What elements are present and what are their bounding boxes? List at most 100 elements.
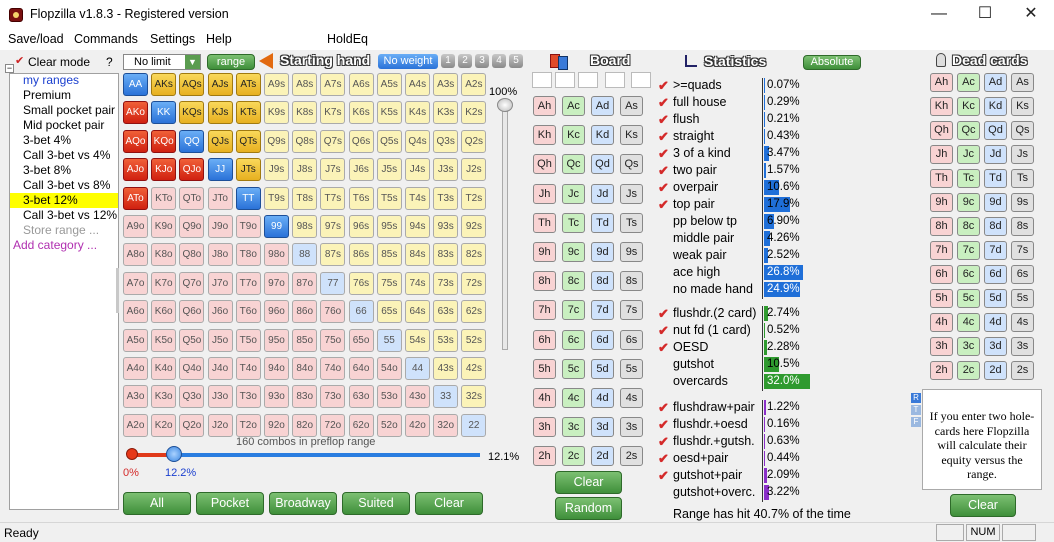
hand-cell[interactable]: T9o [235,215,261,238]
hand-cell[interactable]: T3o [235,385,261,409]
clear-range-button[interactable]: Clear [415,492,483,515]
dead-card-9d[interactable]: 9d [984,193,1007,212]
hand-cell[interactable]: 73s [433,271,459,295]
weight-button-3[interactable]: 3 [475,54,489,68]
board-slot[interactable] [631,72,651,88]
dead-card-6h[interactable]: 6h [930,265,953,284]
hand-cell[interactable]: KTs [235,101,261,125]
dead-card-8s[interactable]: 8s [1011,217,1034,236]
hand-cell[interactable]: T5s [376,186,402,210]
hand-cell[interactable]: T7o [235,271,261,295]
dead-card-2d[interactable]: 2d [984,361,1007,380]
hand-cell[interactable]: AKs [151,73,177,96]
board-card-4h[interactable]: 4h [533,388,556,408]
range-slider-thumb[interactable] [166,446,182,462]
dead-card-4s[interactable]: 4s [1011,313,1034,332]
hand-cell[interactable]: AQs [179,73,205,96]
hand-cell[interactable]: T6o [235,300,261,324]
dead-card-Qh[interactable]: Qh [930,121,953,140]
hand-cell[interactable]: AKo [123,101,148,125]
board-card-2c[interactable]: 2c [562,446,585,467]
hand-cell[interactable]: K2o [151,413,177,437]
hand-cell[interactable]: K3s [433,101,459,125]
range-slider-track[interactable] [128,453,480,457]
board-card-9d[interactable]: 9d [591,242,614,262]
hand-cell[interactable]: 95s [376,215,402,238]
hand-cell[interactable]: K5o [151,328,177,352]
board-card-Qh[interactable]: Qh [533,154,556,175]
board-card-Th[interactable]: Th [533,212,556,233]
hand-cell[interactable]: A5s [376,73,402,96]
hand-cell[interactable]: Q7o [179,271,205,295]
hand-cell[interactable]: JTo [207,186,233,210]
hand-cell[interactable]: K6o [151,300,177,324]
hand-cell[interactable]: A7o [123,271,148,295]
hand-cell[interactable]: 64s [405,300,430,324]
dead-card-4c[interactable]: 4c [957,313,980,332]
rtf-indicator-f[interactable]: F [911,417,921,427]
hand-cell[interactable]: QJo [179,158,205,182]
board-card-2h[interactable]: 2h [533,446,556,467]
board-card-6c[interactable]: 6c [562,329,585,350]
board-card-Ah[interactable]: Ah [533,96,556,116]
board-card-5h[interactable]: 5h [533,358,556,379]
board-card-4s[interactable]: 4s [620,388,643,408]
hand-cell[interactable]: K6s [348,101,374,125]
dead-card-Jd[interactable]: Jd [984,145,1007,164]
check-icon[interactable]: ✔ [658,323,669,338]
hand-cell[interactable]: 75o [320,328,346,352]
menu-commands[interactable]: Commands [74,32,138,46]
board-card-3s[interactable]: 3s [620,417,643,438]
hand-cell[interactable]: K9s [264,101,289,125]
board-card-9h[interactable]: 9h [533,242,556,262]
hand-cell[interactable]: JTs [235,158,261,182]
board-card-3d[interactable]: 3d [591,417,614,438]
dead-card-9s[interactable]: 9s [1011,193,1034,212]
board-card-4c[interactable]: 4c [562,388,585,408]
hand-cell[interactable]: A4s [405,73,430,96]
hand-cell[interactable]: A9o [123,215,148,238]
hand-cell[interactable]: 92s [461,215,487,238]
dead-card-6s[interactable]: 6s [1011,265,1034,284]
hand-cell[interactable]: Q8s [292,129,318,153]
hand-cell[interactable]: 85o [292,328,318,352]
board-card-7s[interactable]: 7s [620,300,643,321]
rtf-indicator-r[interactable]: R [911,393,921,403]
check-icon[interactable]: ✔ [658,112,669,127]
check-icon[interactable]: ✔ [658,78,669,93]
dead-card-7s[interactable]: 7s [1011,241,1034,260]
hand-cell[interactable]: T2o [235,413,261,437]
hand-cell[interactable]: AJo [123,158,148,182]
hand-cell[interactable]: A8s [292,73,318,96]
dead-card-5d[interactable]: 5d [984,289,1007,308]
board-card-Ac[interactable]: Ac [562,96,585,116]
board-card-Jh[interactable]: Jh [533,183,556,204]
hand-cell[interactable]: 95o [264,328,289,352]
hand-cell[interactable]: 62s [461,300,487,324]
hand-cell[interactable]: A2o [123,413,148,437]
hand-cell[interactable]: 82s [461,243,487,267]
dead-card-8d[interactable]: 8d [984,217,1007,236]
hand-cell[interactable]: J6s [348,158,374,182]
hand-cell[interactable]: QTs [235,129,261,153]
menu-help[interactable]: Help [206,32,232,46]
hand-cell[interactable]: AQo [123,129,148,153]
hand-cell[interactable]: 43s [433,357,459,380]
check-icon[interactable]: ✔ [658,434,669,449]
hand-cell[interactable]: 75s [376,271,402,295]
all-button[interactable]: All [123,492,191,515]
no-weight-button[interactable]: No weight [378,54,438,69]
dead-card-2h[interactable]: 2h [930,361,953,380]
board-card-Kd[interactable]: Kd [591,125,614,146]
hand-cell[interactable]: 93s [433,215,459,238]
collapse-icon[interactable]: − [5,63,14,73]
hand-cell[interactable]: 72o [320,413,346,437]
hand-cell[interactable]: Q5s [376,129,402,153]
hand-cell[interactable]: 76s [348,271,374,295]
dead-card-Kc[interactable]: Kc [957,97,980,116]
hand-cell[interactable]: T5o [235,328,261,352]
hand-cell[interactable]: A4o [123,357,148,380]
hand-cell[interactable]: T2s [461,186,487,210]
hand-cell[interactable]: QQ [179,129,205,153]
dead-card-Ks[interactable]: Ks [1011,97,1034,116]
